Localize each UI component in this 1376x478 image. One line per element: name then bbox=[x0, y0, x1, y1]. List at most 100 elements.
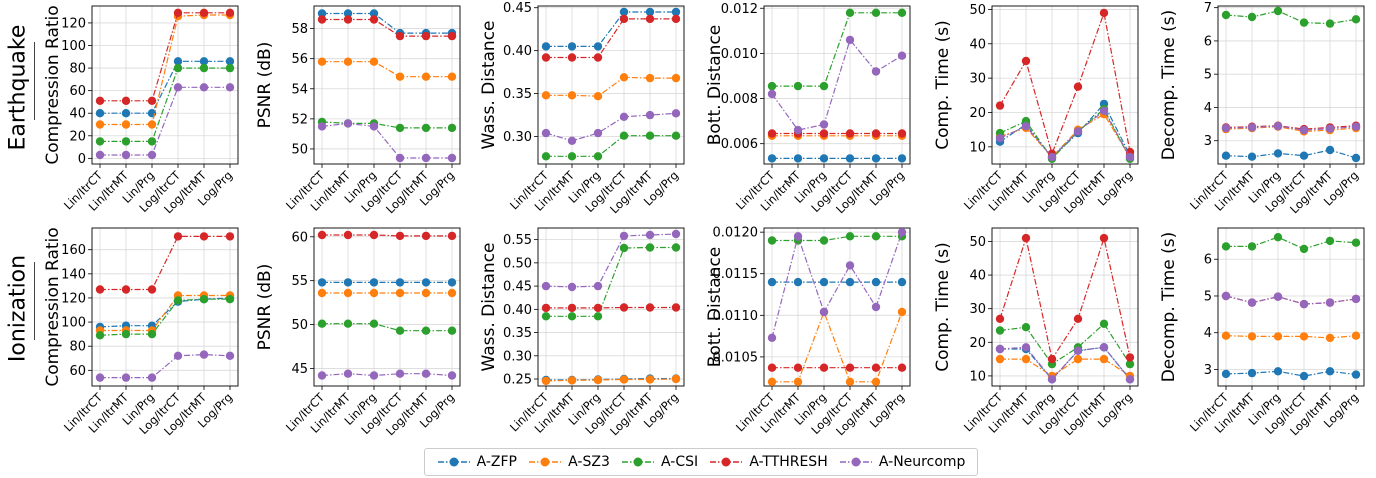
y-tick-label: 30 bbox=[969, 72, 986, 87]
data-point-a-tthresh bbox=[819, 129, 829, 138]
data-point-a-tthresh bbox=[95, 96, 105, 106]
data-point-a-zfp bbox=[671, 7, 681, 17]
data-point-a-neurcomp bbox=[1273, 121, 1283, 131]
series-line-a-zfp bbox=[546, 11, 676, 48]
data-point-a-csi bbox=[995, 326, 1005, 335]
data-point-a-tthresh bbox=[173, 232, 183, 241]
data-point-a-tthresh bbox=[1073, 314, 1083, 323]
axes-frame bbox=[991, 5, 1139, 165]
data-point-a-sz3 bbox=[121, 120, 131, 129]
y-tick-label: 0.35 bbox=[503, 87, 532, 102]
data-point-a-zfp bbox=[871, 277, 881, 287]
y-axis-label: Bott. Distance bbox=[705, 247, 725, 368]
data-point-a-zfp bbox=[1221, 151, 1231, 160]
legend-item-csi: A-CSI bbox=[621, 454, 698, 470]
data-point-a-neurcomp bbox=[121, 373, 131, 382]
legend-marker-csi bbox=[622, 457, 655, 467]
data-point-a-csi bbox=[421, 326, 431, 335]
data-point-a-zfp bbox=[897, 277, 907, 287]
axes-frame bbox=[313, 227, 461, 387]
data-point-a-tthresh bbox=[147, 96, 157, 106]
data-point-a-neurcomp bbox=[369, 122, 379, 131]
data-point-a-neurcomp bbox=[793, 232, 803, 241]
series-line-a-csi bbox=[772, 12, 902, 87]
data-point-a-sz3 bbox=[317, 57, 327, 66]
data-point-a-neurcomp bbox=[447, 153, 457, 163]
data-point-a-neurcomp bbox=[1021, 122, 1031, 131]
data-point-a-csi bbox=[147, 137, 157, 146]
y-axis-label: PSNR (dB) bbox=[255, 264, 275, 351]
data-point-a-neurcomp bbox=[395, 153, 405, 163]
y-tick-label: 0.30 bbox=[503, 349, 532, 364]
series-line-a-csi bbox=[322, 323, 452, 332]
subplot-10: 0.01050.01100.01150.0120Lin/ItrCTLin/Itr… bbox=[705, 226, 911, 438]
data-point-a-neurcomp bbox=[199, 350, 209, 359]
y-axis-label: PSNR (dB) bbox=[255, 42, 275, 129]
y-tick-label: 0.0105 bbox=[713, 350, 759, 365]
data-point-a-tthresh bbox=[995, 101, 1005, 110]
data-point-a-csi bbox=[845, 8, 855, 17]
legend-marker-zfp bbox=[437, 457, 470, 467]
legend-label-zfp: A-ZFP bbox=[476, 454, 517, 470]
axes-frame bbox=[763, 5, 911, 165]
y-tick-label: 6 bbox=[1204, 34, 1212, 49]
series-line-a-csi bbox=[1226, 236, 1357, 250]
data-point-a-tthresh bbox=[871, 129, 881, 138]
series-line-a-csi bbox=[546, 246, 676, 317]
data-point-a-sz3 bbox=[1099, 354, 1109, 364]
data-point-a-tthresh bbox=[1021, 56, 1031, 66]
data-point-a-neurcomp bbox=[671, 109, 681, 118]
data-point-a-csi bbox=[173, 63, 183, 73]
data-point-a-csi bbox=[793, 81, 803, 91]
data-point-a-csi bbox=[567, 152, 577, 161]
data-point-a-zfp bbox=[1247, 368, 1257, 378]
data-point-a-tthresh bbox=[897, 129, 907, 138]
series-line-a-neurcomp bbox=[771, 232, 903, 338]
data-point-a-tthresh bbox=[897, 363, 907, 372]
data-point-a-csi bbox=[819, 236, 829, 245]
data-point-a-csi bbox=[671, 131, 681, 140]
data-point-a-zfp bbox=[845, 277, 855, 287]
y-axis-label: Decomp. Time (s) bbox=[1159, 10, 1179, 161]
data-point-a-neurcomp bbox=[819, 307, 829, 317]
data-point-a-zfp bbox=[1273, 367, 1283, 376]
data-point-a-csi bbox=[421, 123, 431, 133]
data-point-a-tthresh bbox=[343, 15, 353, 24]
data-point-a-neurcomp bbox=[95, 150, 105, 160]
data-point-a-csi bbox=[199, 63, 209, 73]
data-point-a-neurcomp bbox=[1047, 375, 1057, 384]
data-point-a-neurcomp bbox=[1099, 343, 1109, 352]
y-tick-label: 50 bbox=[969, 235, 986, 250]
y-tick-label: 100 bbox=[61, 316, 86, 331]
data-point-a-neurcomp bbox=[1351, 122, 1361, 131]
data-point-a-sz3 bbox=[1021, 354, 1031, 364]
y-tick-label: 20 bbox=[69, 129, 86, 144]
data-point-a-neurcomp bbox=[1221, 291, 1231, 301]
data-point-a-tthresh bbox=[1073, 82, 1083, 91]
subplot-1: 020406080100120Lin/ItrCTLin/ItrMTLin/Prg… bbox=[43, 5, 239, 216]
data-point-a-neurcomp bbox=[541, 281, 551, 291]
data-point-a-sz3 bbox=[395, 72, 405, 81]
subplot-11: 1020304050Lin/ItrCTLin/ItrMTLin/PrgLog/I… bbox=[933, 227, 1139, 438]
data-point-a-tthresh bbox=[593, 303, 603, 313]
series-line-a-tthresh bbox=[546, 18, 676, 59]
data-point-a-sz3 bbox=[421, 288, 431, 298]
data-point-a-zfp bbox=[619, 7, 629, 17]
data-point-a-csi bbox=[199, 295, 209, 304]
series-line-a-csi bbox=[100, 67, 230, 142]
y-tick-label: 50 bbox=[291, 318, 308, 333]
legend-marker-tthresh bbox=[710, 457, 743, 467]
series-line-a-sz3 bbox=[545, 378, 677, 382]
subplot-5: 1020304050Lin/ItrCTLin/ItrMTLin/PrgLog/I… bbox=[933, 3, 1139, 216]
y-tick-label: 0.008 bbox=[721, 92, 758, 107]
series-line-a-tthresh bbox=[100, 235, 230, 291]
data-point-a-tthresh bbox=[147, 285, 157, 294]
data-point-a-sz3 bbox=[567, 91, 577, 100]
y-tick-label: 55 bbox=[291, 274, 308, 289]
data-point-a-zfp bbox=[819, 154, 829, 163]
y-tick-label: 0.30 bbox=[503, 130, 532, 145]
data-point-a-zfp bbox=[173, 57, 183, 66]
y-axis-label: Compression Ratio bbox=[43, 5, 63, 164]
data-point-a-tthresh bbox=[671, 303, 681, 312]
data-point-a-neurcomp bbox=[645, 230, 655, 240]
